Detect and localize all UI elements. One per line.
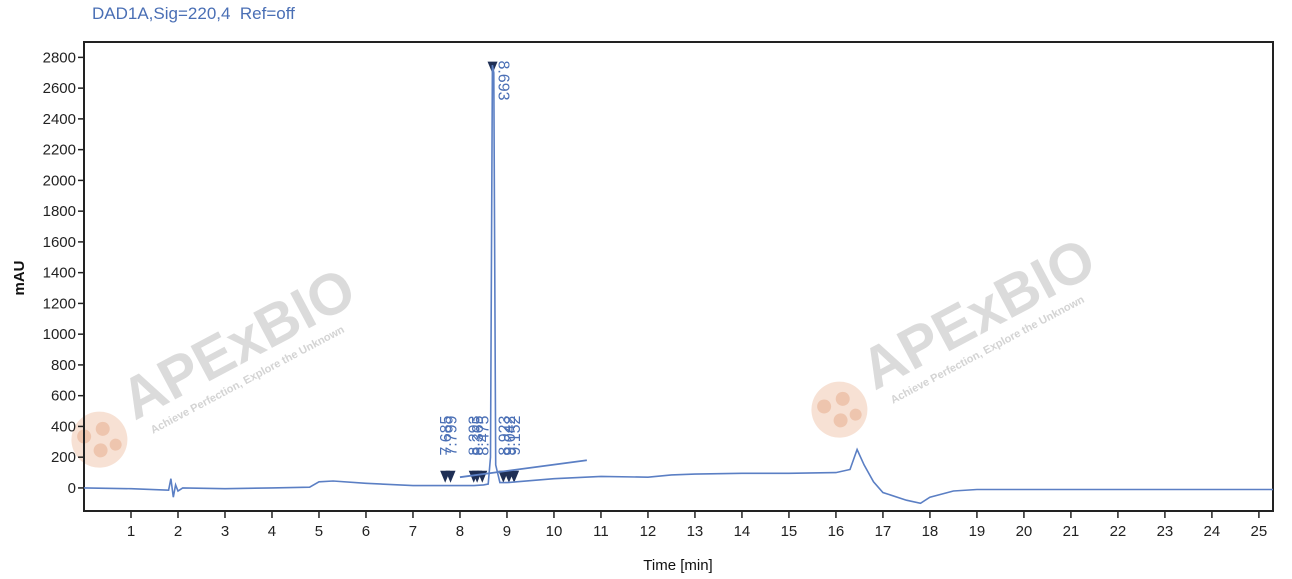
y-tick-label: 200	[51, 449, 76, 466]
peak-label: 8.365	[470, 416, 487, 456]
y-tick-label: 600	[51, 388, 76, 405]
y-tick-label: 1200	[43, 295, 76, 312]
signal-trace	[83, 64, 1273, 505]
y-tick-label: 2400	[43, 111, 76, 128]
peak-label: 8.293	[467, 416, 484, 456]
x-tick-label: 23	[1157, 523, 1174, 540]
x-axis: 1 2 3 4 5 6 7 8 9 10 11 12 13 14 15 16 17 18 19 20 21 22 23 24 2…	[127, 511, 1267, 540]
y-tick-label: 1400	[43, 265, 76, 282]
x-tick-label: 22	[1110, 523, 1127, 540]
x-tick-label: 13	[687, 523, 704, 540]
x-tick-label: 18	[922, 523, 939, 540]
y-tick-label: 2200	[43, 142, 76, 159]
x-tick-label: 19	[969, 523, 986, 540]
plot-frame	[83, 41, 1274, 512]
apexbio-logo-icon	[811, 381, 868, 438]
watermark-right: APExBIO Achieve Perfection, Explore the …	[811, 225, 1106, 438]
y-axis-title: mAU	[11, 260, 28, 295]
x-tick-label: 10	[546, 523, 563, 540]
y-axis: 0 200 400 600 800 1000 1200 1400 1600 1800 2000 220…	[43, 49, 84, 497]
x-tick-label: 6	[362, 523, 370, 540]
peak-label: 9.152	[507, 416, 524, 456]
x-tick-label: 4	[268, 523, 276, 540]
x-tick-label: 1	[127, 523, 135, 540]
x-tick-label: 21	[1063, 523, 1080, 540]
y-tick-label: 1600	[43, 234, 76, 251]
watermark-left: APExBIO Achieve Perfection, Explore the …	[71, 255, 366, 468]
peak-label: 7.799	[444, 416, 461, 456]
peak-label: 8.693	[495, 60, 512, 100]
peak-label: 9.042	[502, 416, 519, 456]
x-tick-label: 17	[875, 523, 892, 540]
x-tick-label: 5	[315, 523, 323, 540]
y-tick-label: 800	[51, 357, 76, 374]
x-tick-label: 24	[1204, 523, 1221, 540]
x-tick-label: 7	[409, 523, 417, 540]
y-tick-label: 0	[68, 480, 76, 497]
y-tick-label: 2000	[43, 172, 76, 189]
peak-label: 7.685	[438, 416, 455, 456]
x-tick-label: 15	[781, 523, 798, 540]
y-tick-label: 2800	[43, 49, 76, 66]
y-tick-label: 1800	[43, 203, 76, 220]
x-tick-label: 9	[503, 523, 511, 540]
x-tick-label: 14	[734, 523, 751, 540]
x-axis-title: Time [min]	[643, 557, 712, 574]
x-tick-label: 12	[640, 523, 657, 540]
x-tick-label: 2	[174, 523, 182, 540]
peak-marker	[445, 470, 456, 483]
peak-marker	[509, 470, 520, 483]
x-tick-label: 16	[828, 523, 845, 540]
x-tick-label: 8	[456, 523, 464, 540]
x-tick-label: 20	[1016, 523, 1033, 540]
peak-label: 8.475	[475, 416, 492, 456]
integration-baseline	[459, 459, 587, 479]
y-tick-label: 2600	[43, 80, 76, 97]
x-tick-label: 25	[1251, 523, 1268, 540]
y-tick-label: 400	[51, 418, 76, 435]
signal-title: DAD1A,Sig=220,4 Ref=off	[92, 4, 295, 23]
x-tick-label: 3	[221, 523, 229, 540]
x-tick-label: 11	[593, 523, 609, 540]
peak-label: 8.923	[496, 416, 513, 456]
y-tick-label: 1000	[43, 326, 76, 343]
